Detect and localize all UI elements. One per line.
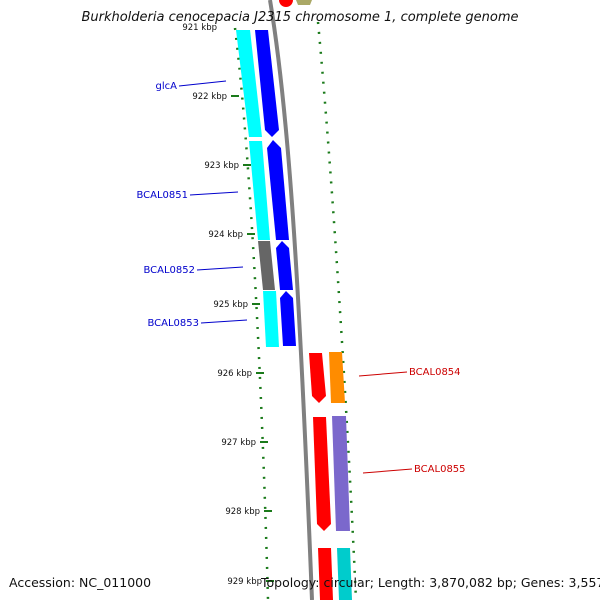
gene-label-plus[interactable]: BCAL0855 <box>414 464 466 475</box>
gene-arrow-bcal0851 <box>267 140 289 240</box>
plus-strand-track <box>309 353 333 600</box>
gene-leader-line <box>189 191 239 196</box>
tick-label: 922 kbp <box>192 92 227 102</box>
gene-block-bcal0853-cog <box>263 291 279 347</box>
gene-leader-line <box>178 80 227 87</box>
gene-label-minus[interactable]: glcA <box>156 81 178 92</box>
tick-label: 929 kbp <box>227 577 262 587</box>
gene-label-minus[interactable]: BCAL0852 <box>143 265 195 276</box>
gene-block-bcal0852-cog <box>258 241 275 290</box>
gene-block-bcal0855-cog <box>332 416 350 531</box>
gene-labels: glcA BCAL0851 BCAL0852 BCAL0853 BCAL0854 BCAL… <box>136 80 466 475</box>
gene-leader-line <box>196 266 244 271</box>
tick-label: 926 kbp <box>217 369 252 379</box>
topology-summary: Topology: circular; Length: 3,870,082 bp… <box>261 575 600 590</box>
gene-block-glca-cog <box>236 30 262 137</box>
minus-strand-track <box>255 30 296 346</box>
gene-arrow-bcal0852 <box>276 241 293 290</box>
gene-arrow-next-plus <box>318 548 333 600</box>
tick-label: 923 kbp <box>204 161 239 171</box>
genome-backbone <box>268 0 314 600</box>
tick-label: 924 kbp <box>208 230 243 240</box>
gene-block-bcal0851-cog <box>249 141 270 240</box>
gene-arrow-bcal0855 <box>313 417 331 531</box>
tick-label: 928 kbp <box>225 507 260 517</box>
gene-label-minus[interactable]: BCAL0851 <box>136 190 188 201</box>
position-ticks: 921 kbp 922 kbp 923 kbp 924 kbp 925 kbp 926 k… <box>182 23 274 587</box>
top-red-feature <box>279 0 293 7</box>
tick-label: 925 kbp <box>213 300 248 310</box>
gene-arrow-glca <box>255 30 279 137</box>
gene-arrow-bcal0853 <box>280 291 296 346</box>
accession-label: Accession: NC_011000 <box>9 575 152 590</box>
minus-cog-track <box>236 30 279 347</box>
top-olive-feature <box>296 0 312 5</box>
gene-leader-line <box>358 371 408 377</box>
gene-block-next-cog <box>337 548 352 600</box>
gene-label-plus[interactable]: BCAL0854 <box>409 367 461 378</box>
gene-block-bcal0854-cog <box>329 352 345 403</box>
gc-skew-track-inner <box>233 27 270 600</box>
gene-leader-line <box>362 468 413 474</box>
gene-arrow-bcal0854 <box>309 353 326 403</box>
plus-cog-track <box>329 352 352 600</box>
tick-label: 927 kbp <box>221 438 256 448</box>
gene-label-minus[interactable]: BCAL0853 <box>147 318 199 329</box>
gene-leader-line <box>200 319 248 324</box>
map-title: Burkholderia cenocepacia J2315 chromosom… <box>81 10 519 25</box>
tick-label: 921 kbp <box>182 23 217 33</box>
